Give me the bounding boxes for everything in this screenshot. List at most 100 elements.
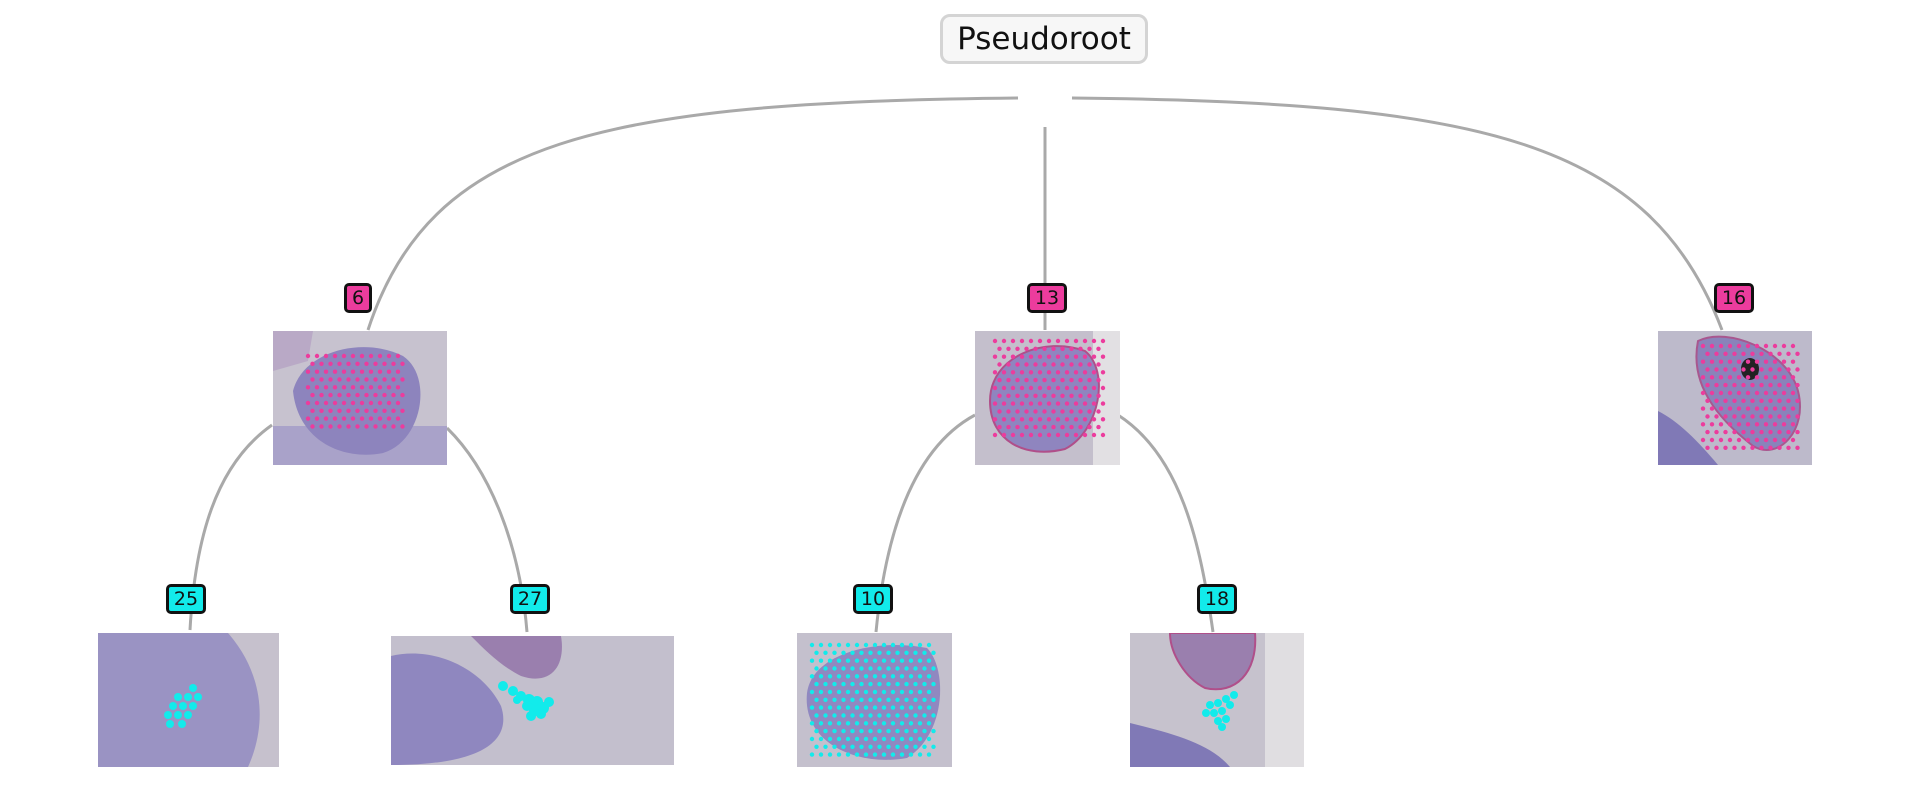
spot <box>1709 390 1715 396</box>
spot <box>319 408 324 413</box>
badge-node-27: 27 <box>510 584 550 614</box>
spot <box>913 713 918 718</box>
spot <box>908 752 914 757</box>
spot <box>818 752 824 757</box>
spot <box>1037 385 1043 391</box>
spot <box>368 353 374 359</box>
spot <box>1069 393 1074 398</box>
spot <box>931 650 936 655</box>
spot <box>1759 382 1764 388</box>
spot <box>1714 351 1719 356</box>
spot <box>1064 432 1070 438</box>
spot <box>382 377 387 382</box>
spot <box>886 713 891 718</box>
spot <box>1718 422 1724 427</box>
spot <box>1736 422 1742 427</box>
spot <box>355 377 360 382</box>
spot <box>373 408 378 413</box>
spot <box>1096 409 1101 414</box>
spot <box>863 736 869 742</box>
spot <box>1019 385 1025 391</box>
spot <box>890 658 896 663</box>
spot <box>809 658 815 663</box>
spot <box>863 705 869 710</box>
spot <box>1732 367 1737 372</box>
badge-label: 18 <box>1204 588 1230 610</box>
spot <box>1772 437 1778 443</box>
spot <box>1046 432 1052 438</box>
spot <box>1019 338 1025 344</box>
spot <box>818 721 824 726</box>
tissue-thumbnail-6 <box>273 331 447 465</box>
spot <box>391 377 396 382</box>
spot <box>310 408 315 413</box>
spot <box>841 728 846 734</box>
spot <box>877 697 882 702</box>
spot <box>341 385 347 390</box>
spot <box>922 744 927 749</box>
spot <box>1078 346 1083 351</box>
spot <box>1732 351 1737 356</box>
spot <box>890 752 896 757</box>
spot <box>355 361 360 366</box>
spot <box>823 697 828 702</box>
spot <box>922 666 927 671</box>
spot <box>1042 362 1047 367</box>
spot <box>863 721 869 726</box>
spot <box>1060 424 1065 430</box>
spot <box>1091 385 1097 391</box>
spot <box>1060 362 1065 367</box>
spot <box>1051 424 1056 430</box>
spot <box>1100 338 1106 344</box>
spot <box>926 642 932 648</box>
spot <box>1096 346 1101 351</box>
spot <box>1795 429 1800 435</box>
spot <box>377 369 383 374</box>
spot <box>1754 422 1760 427</box>
spot <box>1100 417 1106 422</box>
spot <box>997 362 1002 367</box>
spot <box>1759 414 1764 419</box>
spot <box>1028 432 1034 438</box>
spot <box>1051 393 1056 398</box>
spot <box>890 674 896 679</box>
spot <box>1781 359 1787 364</box>
spot <box>926 736 932 742</box>
spot <box>814 744 819 749</box>
spot <box>1768 445 1773 450</box>
spot <box>827 674 833 679</box>
spot-cluster-magenta <box>1700 343 1800 450</box>
spot <box>1745 343 1751 349</box>
spot <box>395 400 401 406</box>
spot <box>1741 429 1746 435</box>
spot <box>1781 343 1787 349</box>
spot <box>395 385 401 390</box>
spot <box>1073 370 1079 375</box>
spot <box>386 369 392 374</box>
spot <box>1069 409 1074 414</box>
spot <box>1042 409 1047 414</box>
badge-node-25: 25 <box>166 584 206 614</box>
spot <box>1705 429 1710 435</box>
spot <box>328 424 333 429</box>
spot <box>1714 382 1719 388</box>
spot <box>1768 429 1773 435</box>
spot <box>1028 354 1034 359</box>
spot <box>1073 417 1079 422</box>
spot <box>341 416 347 421</box>
spot <box>310 377 315 382</box>
spot <box>1028 385 1034 391</box>
spot <box>382 392 387 398</box>
spot <box>1700 422 1706 427</box>
spot <box>868 650 873 655</box>
spot <box>1087 424 1092 430</box>
spot <box>1096 362 1101 367</box>
spot <box>872 689 878 695</box>
spot <box>904 713 909 718</box>
spot <box>1714 429 1719 435</box>
spot <box>827 705 833 710</box>
spot <box>305 369 311 374</box>
spot <box>350 353 356 359</box>
